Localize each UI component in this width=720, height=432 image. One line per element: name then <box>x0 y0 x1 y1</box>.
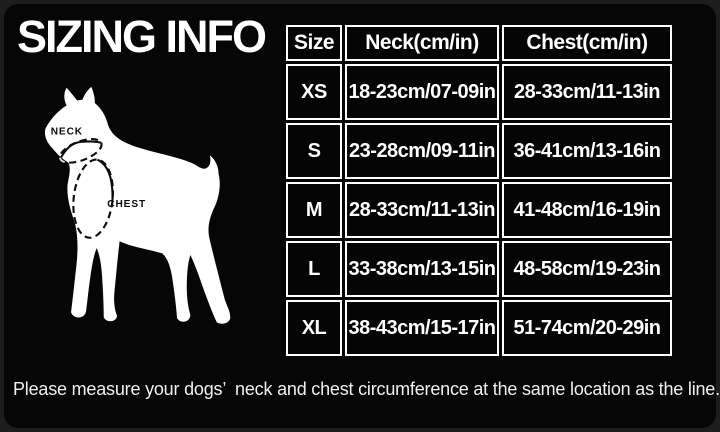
chest-cell: 51-74cm/20-29in <box>502 300 672 356</box>
sizing-table: Size Neck(cm/in) Chest(cm/in) XS 18-23cm… <box>283 22 675 359</box>
size-cell: XL <box>286 300 342 356</box>
col-header-chest: Chest(cm/in) <box>502 25 672 61</box>
neck-cell: 18-23cm/07-09in <box>345 64 499 120</box>
chest-cell: 48-58cm/19-23in <box>502 241 672 297</box>
size-cell: S <box>286 123 342 179</box>
chest-cell: 36-41cm/13-16in <box>502 123 672 179</box>
neck-label: NECK <box>51 127 83 138</box>
chest-measurement-line <box>72 158 114 239</box>
dog-measurement-diagram: NECK CHEST <box>44 86 231 324</box>
table-row-l: L 33-38cm/13-15in 48-58cm/19-23in <box>286 241 672 297</box>
table-row-m: M 28-33cm/11-13in 41-48cm/16-19in <box>286 182 672 238</box>
neck-cell: 38-43cm/15-17in <box>345 300 499 356</box>
chest-cell: 28-33cm/11-13in <box>502 64 672 120</box>
size-cell: XS <box>286 64 342 120</box>
table-row-s: S 23-28cm/09-11in 36-41cm/13-16in <box>286 123 672 179</box>
size-cell: M <box>286 182 342 238</box>
chest-label: CHEST <box>107 199 146 210</box>
measurement-caption: Please measure your dogs’ neck and chest… <box>13 379 720 399</box>
chest-line-solid-arc <box>96 158 114 201</box>
neck-cell: 33-38cm/13-15in <box>345 241 499 297</box>
neck-cell: 23-28cm/09-11in <box>345 123 499 179</box>
neck-line-solid-arc <box>59 140 102 160</box>
col-header-neck: Neck(cm/in) <box>345 25 499 61</box>
table-header-row: Size Neck(cm/in) Chest(cm/in) <box>286 25 672 61</box>
table-row-xs: XS 18-23cm/07-09in 28-33cm/11-13in <box>286 64 672 120</box>
chest-cell: 41-48cm/16-19in <box>502 182 672 238</box>
table-row-xl: XL 38-43cm/15-17in 51-74cm/20-29in <box>286 300 672 356</box>
col-header-size: Size <box>286 25 342 61</box>
page-title: SIZING INFO <box>17 11 267 62</box>
neck-cell: 28-33cm/11-13in <box>345 182 499 238</box>
size-cell: L <box>286 241 342 297</box>
